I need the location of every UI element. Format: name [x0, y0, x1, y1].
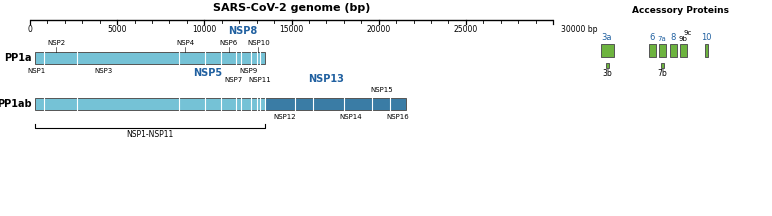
- Text: PP1a: PP1a: [4, 53, 32, 63]
- Text: 7b: 7b: [657, 70, 667, 78]
- Bar: [679, 44, 686, 57]
- Text: NSP7: NSP7: [224, 77, 242, 83]
- Text: NSP16: NSP16: [387, 114, 409, 120]
- Text: SARS-CoV-2 genome (bp): SARS-CoV-2 genome (bp): [213, 3, 371, 13]
- Text: NSP5: NSP5: [193, 68, 222, 78]
- Text: NSP15: NSP15: [371, 87, 394, 93]
- Text: NSP4: NSP4: [176, 40, 195, 46]
- Text: NSP8: NSP8: [228, 26, 257, 36]
- Text: 8: 8: [670, 33, 676, 42]
- Text: NSP11: NSP11: [249, 77, 272, 83]
- Bar: [601, 44, 614, 57]
- Text: 5000: 5000: [107, 25, 127, 35]
- Bar: [669, 44, 676, 57]
- Text: PP1ab: PP1ab: [0, 99, 32, 109]
- Text: NSP12: NSP12: [273, 114, 296, 120]
- Text: 30000 bp: 30000 bp: [561, 25, 598, 35]
- Text: 25000: 25000: [454, 25, 478, 35]
- Text: Accessory Proteins: Accessory Proteins: [631, 6, 729, 15]
- Text: 9c: 9c: [684, 30, 692, 36]
- Bar: [659, 44, 665, 57]
- Text: 0: 0: [28, 25, 32, 35]
- Text: 9b: 9b: [679, 36, 687, 42]
- Bar: [35, 52, 265, 64]
- Text: NSP1-NSP11: NSP1-NSP11: [126, 130, 174, 139]
- Text: 20000: 20000: [367, 25, 391, 35]
- Text: NSP14: NSP14: [340, 114, 362, 120]
- Text: 3a: 3a: [601, 33, 612, 42]
- Text: NSP13: NSP13: [309, 74, 344, 84]
- Text: NSP3: NSP3: [94, 68, 113, 74]
- Text: 6: 6: [649, 33, 655, 42]
- Text: NSP2: NSP2: [47, 40, 65, 46]
- Text: 7a: 7a: [658, 36, 666, 42]
- Text: 3b: 3b: [602, 70, 612, 78]
- Text: NSP1: NSP1: [28, 68, 46, 74]
- Bar: [265, 98, 406, 110]
- Text: NSP10: NSP10: [247, 40, 269, 46]
- Bar: [648, 44, 655, 57]
- Text: 10000: 10000: [192, 25, 216, 35]
- Bar: [661, 62, 663, 67]
- Bar: [605, 62, 608, 67]
- Text: NSP9: NSP9: [239, 68, 258, 74]
- Text: 15000: 15000: [279, 25, 303, 35]
- Bar: [705, 44, 707, 57]
- Text: NSP6: NSP6: [219, 40, 238, 46]
- Text: 10: 10: [701, 33, 711, 42]
- Bar: [35, 98, 265, 110]
